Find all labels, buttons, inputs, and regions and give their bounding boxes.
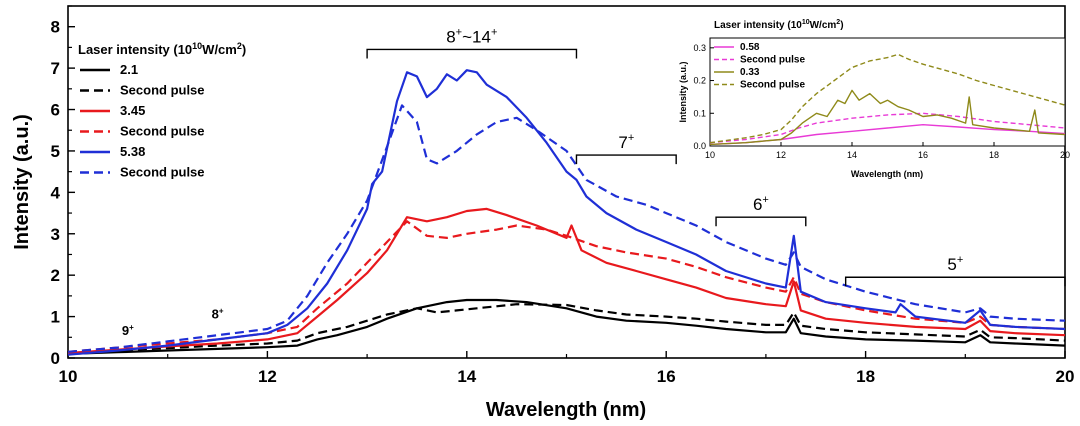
y-tick-label: 7 xyxy=(51,59,60,78)
y-tick-label: 1 xyxy=(51,308,60,327)
y-tick-label: 6 xyxy=(51,101,60,120)
series-line-2 xyxy=(67,207,1066,355)
y-axis-label: Intensity (a.u.) xyxy=(11,114,33,250)
y-tick-label: 8 xyxy=(51,18,60,37)
inset-legend: Laser intensity (1010W/cm2) 0.58 Second p… xyxy=(714,19,844,91)
x-tick-label: 16 xyxy=(657,367,676,386)
y-tick-label: 4 xyxy=(51,183,61,202)
legend-label-0: 2.1 xyxy=(120,62,138,77)
inset-y-tick-label: 0.2 xyxy=(693,76,706,86)
inset-x-tick-label: 20 xyxy=(1060,150,1070,160)
series-line-3 xyxy=(67,220,1066,353)
ion-label-2: 6+ xyxy=(753,194,769,214)
y-tick-label: 5 xyxy=(51,142,60,161)
series-line-1 xyxy=(67,303,1066,355)
y-tick-label: 2 xyxy=(51,266,60,285)
inset-series-line-1 xyxy=(709,112,1066,144)
inset-x-tick-label: 12 xyxy=(776,150,786,160)
inset-x-axis-label: Wavelength (nm) xyxy=(851,169,923,179)
main-legend: Laser intensity (1010W/cm2) 2.1 Second pu… xyxy=(78,41,246,180)
ion-label-0: 8+~14+ xyxy=(446,26,497,46)
main-annotations-group: 8+~14+ 7+ 6+ 5+ 9+ 8+ xyxy=(122,26,1066,338)
legend-label-2: 3.45 xyxy=(120,103,145,118)
legend-label-3: Second pulse xyxy=(120,124,205,139)
inset-y-tick-label: 0.3 xyxy=(693,43,706,53)
inset-legend-label-2: 0.33 xyxy=(740,67,760,78)
main-series-group xyxy=(67,69,1066,356)
y-tick-label: 3 xyxy=(51,225,60,244)
inset-series-group xyxy=(709,53,1066,146)
inset-x-tick-label: 14 xyxy=(847,150,857,160)
main-legend-title: Laser intensity (1010W/cm2) xyxy=(78,41,246,57)
inset-x-tick-label: 18 xyxy=(989,150,999,160)
legend-label-4: 5.38 xyxy=(120,144,145,159)
x-tick-label: 12 xyxy=(258,367,277,386)
inset-axis-ticks: 10 12 14 16 18 20 0.0 0.1 0.2 0.3 xyxy=(693,43,1070,160)
charge-state-label-0: 9+ xyxy=(122,323,134,338)
inset-legend-label-3: Second pulse xyxy=(740,80,805,91)
inset-chart: 10 12 14 16 18 20 0.0 0.1 0.2 0.3 Wavelength (nm)… xyxy=(678,19,1070,179)
charge-state-label-1: 8+ xyxy=(212,307,224,322)
inset-legend-title: Laser intensity (1010W/cm2) xyxy=(714,19,844,31)
inset-x-tick-label: 16 xyxy=(918,150,928,160)
legend-label-5: Second pulse xyxy=(120,165,205,180)
y-tick-label: 0 xyxy=(51,349,60,368)
inset-y-tick-label: 0.1 xyxy=(693,108,706,118)
x-tick-label: 18 xyxy=(856,367,875,386)
ion-label-3: 5+ xyxy=(947,254,963,274)
inset-y-tick-label: 0.0 xyxy=(693,141,706,151)
x-tick-label: 20 xyxy=(1056,367,1075,386)
ion-label-1: 7+ xyxy=(618,132,634,152)
ion-bracket-2 xyxy=(715,216,807,227)
inset-legend-label-0: 0.58 xyxy=(740,42,760,53)
ion-bracket-1 xyxy=(575,154,677,165)
inset-legend-label-1: Second pulse xyxy=(740,55,805,66)
x-tick-label: 14 xyxy=(457,367,476,386)
inset-y-axis-label: Intensity (a.u.) xyxy=(678,61,688,122)
inset-x-tick-label: 10 xyxy=(705,150,715,160)
x-axis-label: Wavelength (nm) xyxy=(486,399,646,421)
series-line-0 xyxy=(67,298,1066,355)
series-line-5 xyxy=(67,104,1066,353)
x-tick-label: 10 xyxy=(59,367,78,386)
ion-bracket-3 xyxy=(844,276,1066,287)
series-line-4 xyxy=(67,69,1066,356)
inset-series-line-2 xyxy=(709,89,1066,146)
legend-label-1: Second pulse xyxy=(120,83,205,98)
ion-bracket-0 xyxy=(366,48,578,59)
inset-series-line-3 xyxy=(709,53,1066,144)
